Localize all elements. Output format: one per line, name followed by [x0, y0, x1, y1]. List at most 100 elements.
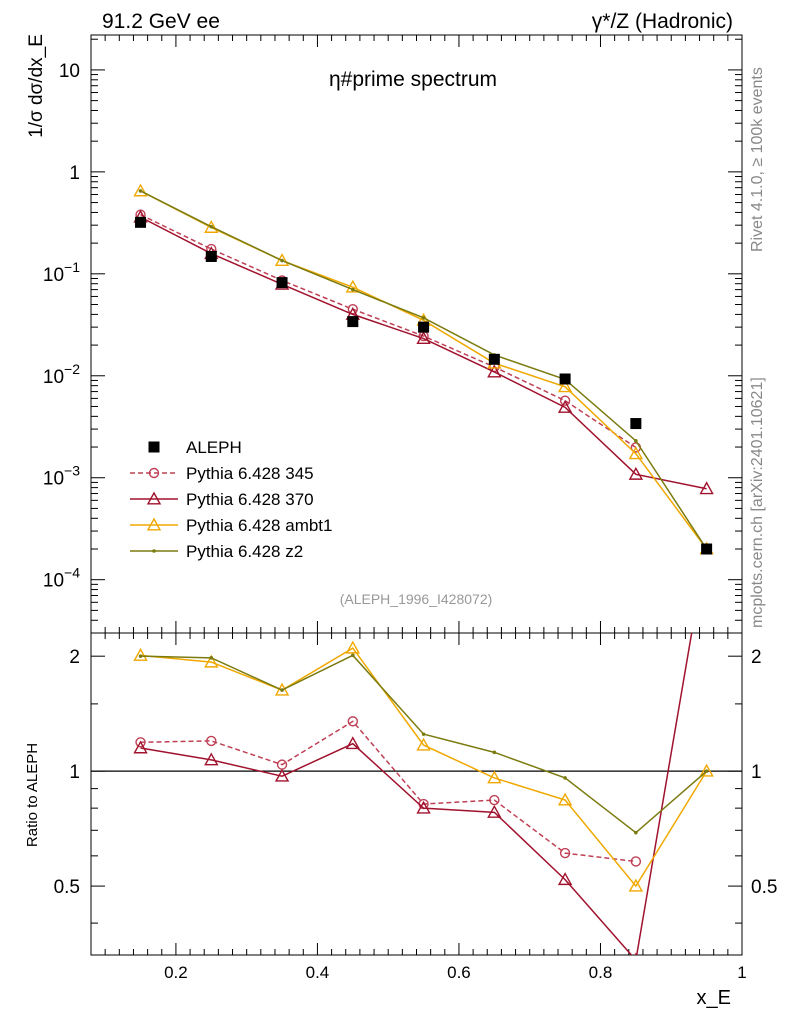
point-pythia-6-428-370	[487, 364, 502, 378]
y-axis-label-main: 1/σ dσ/dx_E	[26, 34, 47, 138]
analysis-id: (ALEPH_1996_I428072)	[340, 591, 493, 607]
legend-label: Pythia 6.428 345	[186, 464, 314, 483]
point-aleph	[701, 543, 713, 555]
ratio-point-pythia-6-428-345	[206, 735, 217, 747]
ratio-point-pythia-6-428-370	[487, 804, 502, 818]
ratio-point-pythia-6-428-z2	[563, 776, 567, 780]
rivet-label: Rivet 4.1.0, ≥ 100k events	[749, 67, 766, 252]
series-line-pythia-6-428-370	[140, 216, 707, 490]
x-tick-label: 0.8	[589, 963, 613, 982]
ratio-point-pythia-6-428-370	[416, 800, 431, 814]
ratio-point-pythia-6-428-345	[559, 847, 571, 859]
legend-label: Pythia 6.428 370	[186, 490, 314, 509]
point-pythia-6-428-ambt1	[133, 183, 148, 197]
ratio-tick-label-right: 1	[751, 762, 762, 783]
ratio-point-pythia-6-428-z2	[634, 830, 638, 835]
point-aleph	[559, 373, 571, 385]
header-right: γ*/Z (Hadronic)	[592, 10, 733, 33]
y-axis-label-ratio: Ratio to ALEPH	[24, 743, 41, 847]
ratio-point-pythia-6-428-ambt1	[699, 763, 714, 777]
point-pythia-6-428-z2	[421, 316, 426, 320]
point-aleph	[276, 277, 288, 289]
point-pythia-6-428-ambt1	[557, 379, 573, 393]
ratio-series-group	[133, 633, 714, 955]
legend-marker-pythia-6-428-345	[148, 467, 160, 479]
point-pythia-6-428-ambt1	[345, 279, 361, 293]
legend-marker-pythia-6-428-ambt1	[146, 517, 162, 531]
point-aleph	[205, 250, 217, 262]
ratio-point-pythia-6-428-ambt1	[133, 647, 148, 661]
x-tick-label: 0.2	[164, 963, 188, 982]
point-pythia-6-428-ambt1	[628, 446, 644, 460]
x-tick-label: 0.4	[306, 963, 330, 982]
point-pythia-6-428-ambt1	[274, 253, 290, 267]
ratio-tick-label-left: 0.5	[54, 877, 80, 898]
point-pythia-6-428-z2	[209, 224, 214, 229]
point-pythia-6-428-370	[557, 399, 573, 413]
ratio-point-pythia-6-428-345	[135, 737, 146, 748]
ratio-tick-label-left: 1	[69, 762, 80, 783]
legend-marker-pythia-6-428-370	[146, 491, 162, 505]
ratio-point-pythia-6-428-370	[557, 872, 573, 886]
ratio-line-pythia-6-428-ambt1	[140, 647, 708, 888]
legend-marker-pythia-6-428-z2	[152, 549, 156, 553]
point-aleph	[418, 321, 430, 333]
point-pythia-6-428-z2	[351, 287, 355, 292]
ratio-point-pythia-6-428-ambt1	[557, 792, 573, 806]
series-line-pythia-6-428-345	[140, 214, 637, 449]
ratio-point-pythia-6-428-370	[345, 736, 361, 750]
legend-marker-aleph	[148, 441, 160, 453]
ratio-point-pythia-6-428-z2	[421, 732, 426, 736]
axis-ticks: 0.2 0.4 0.6 0.8 1 10−4 10−3 10−2 10−1 1 10 0.5 0.5 1 1…	[43, 35, 777, 982]
ratio-tick-label-right: 0.5	[751, 877, 777, 898]
ratio-point-pythia-6-428-ambt1	[628, 878, 644, 892]
point-aleph	[135, 216, 147, 228]
ratio-point-pythia-6-428-z2	[280, 688, 284, 692]
header-left: 91.2 GeV ee	[102, 10, 220, 33]
x-tick-label: 0.6	[447, 963, 471, 982]
point-aleph	[488, 353, 500, 365]
ratio-point-pythia-6-428-ambt1	[487, 770, 502, 784]
point-aleph	[630, 418, 642, 430]
ratio-point-pythia-6-428-z2	[209, 656, 214, 660]
ratio-tick-label-left: 2	[69, 647, 80, 668]
point-pythia-6-428-345	[559, 395, 571, 406]
ratio-point-pythia-6-428-z2	[492, 750, 497, 755]
y-tick-label-main: 10	[59, 61, 80, 82]
point-pythia-6-428-ambt1	[204, 220, 219, 233]
ratio-point-pythia-6-428-ambt1	[345, 640, 361, 654]
ratio-point-pythia-6-428-z2	[351, 653, 355, 658]
point-aleph	[347, 316, 359, 328]
x-axis-label: x_E	[697, 987, 731, 1009]
main-series-group	[133, 183, 714, 555]
ratio-point-pythia-6-428-370	[634, 952, 638, 955]
y-tick-label-main: 10−4	[43, 565, 80, 592]
legend-label: Pythia 6.428 ambt1	[186, 516, 332, 535]
ratio-point-pythia-6-428-ambt1	[416, 737, 431, 751]
ratio-line-pythia-6-428-345	[140, 720, 636, 863]
chart-title: η#prime spectrum	[329, 68, 497, 91]
ratio-point-pythia-6-428-370	[274, 768, 290, 782]
ratio-point-pythia-6-428-345	[630, 856, 642, 867]
legend-label: Pythia 6.428 z2	[186, 542, 303, 561]
legend-label: ALEPH	[186, 438, 242, 457]
y-tick-label-main: 10−1	[43, 259, 80, 286]
ratio-point-pythia-6-428-345	[347, 716, 359, 727]
point-pythia-6-428-z2	[634, 439, 638, 443]
x-tick-label: 1	[737, 963, 746, 982]
ratio-point-pythia-6-428-z2	[704, 769, 709, 773]
point-pythia-6-428-z2	[280, 258, 284, 263]
point-pythia-6-428-370	[628, 466, 644, 480]
ratio-point-pythia-6-428-z2	[138, 654, 143, 658]
ratio-point-pythia-6-428-370	[204, 752, 219, 766]
y-tick-label-main: 10−3	[43, 463, 80, 490]
point-pythia-6-428-370	[416, 331, 431, 345]
point-pythia-6-428-370	[699, 481, 714, 495]
mcplots-label: mcplots.cern.ch [arXiv:2401.10621]	[749, 377, 766, 628]
y-tick-label-main: 1	[69, 163, 80, 184]
ratio-line-pythia-6-428-370	[140, 633, 693, 955]
ratio-point-pythia-6-428-ambt1	[204, 654, 219, 668]
legend: ALEPH Pythia 6.428 345 Pythia 6.428 370 Pyt…	[130, 438, 332, 561]
y-tick-label-main: 10−2	[43, 361, 80, 388]
